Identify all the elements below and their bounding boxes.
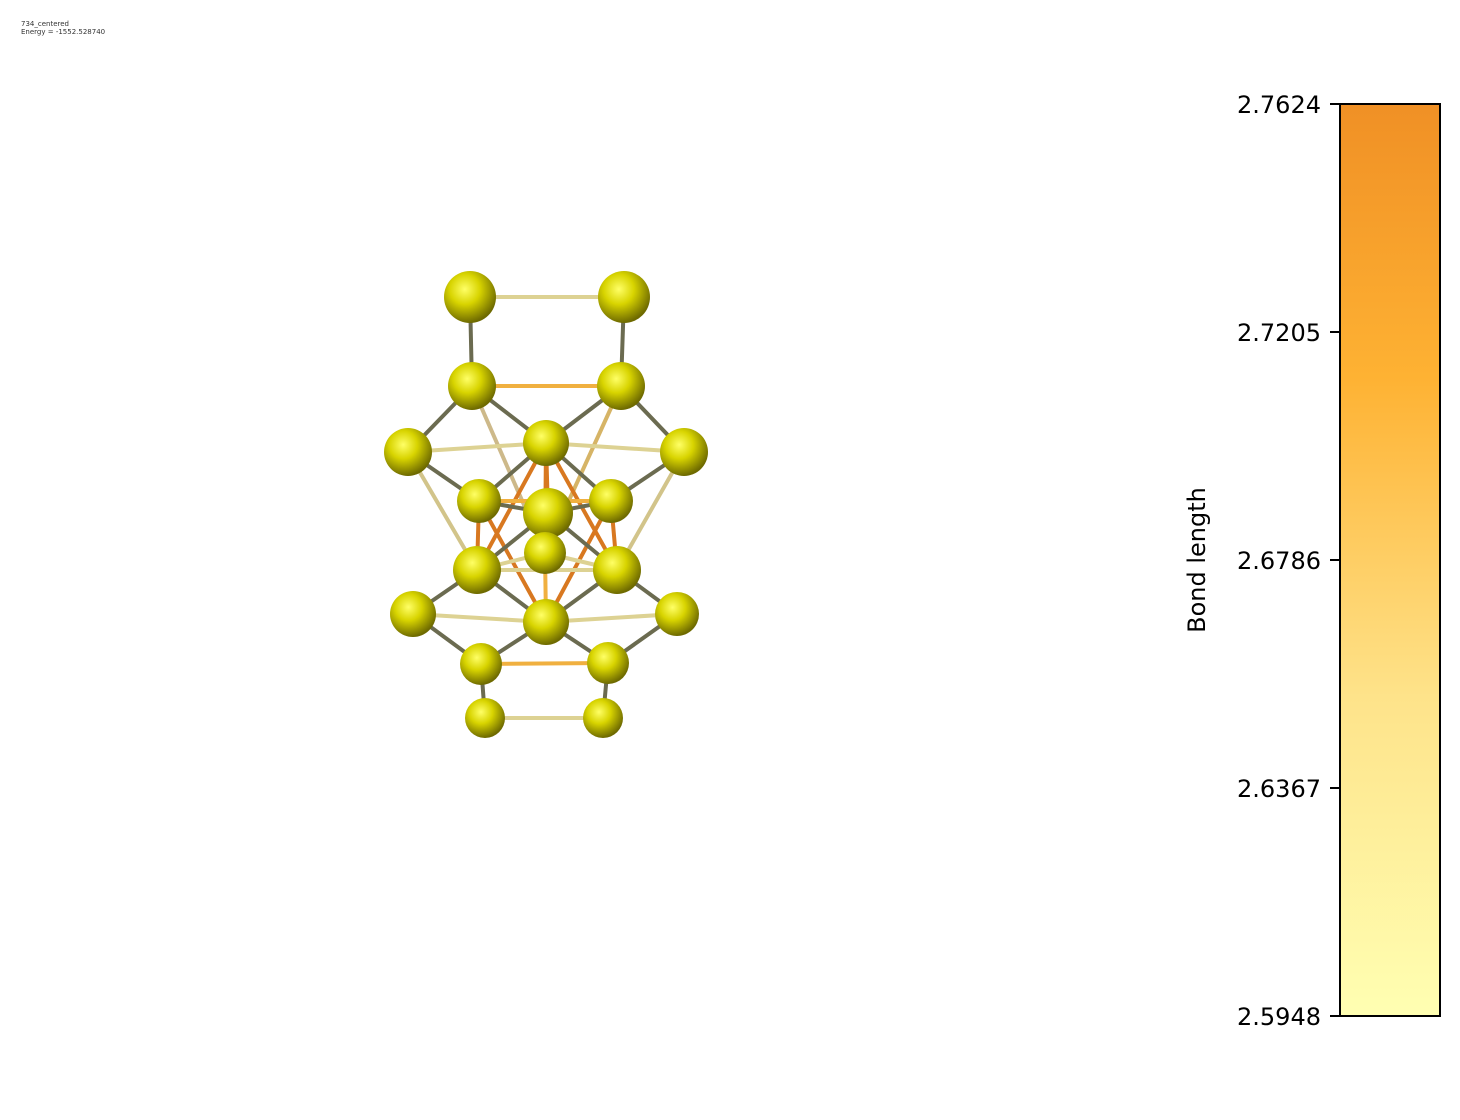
- atom: [465, 698, 505, 738]
- atom: [390, 591, 436, 637]
- atom: [593, 546, 641, 594]
- atom: [589, 479, 633, 523]
- atom: [655, 592, 699, 636]
- colorbar-tick-label: 2.6786: [1237, 547, 1321, 575]
- header: 734_centered Energy = -1552.528740: [21, 20, 105, 36]
- bond: [479, 661, 610, 666]
- atom: [598, 271, 650, 323]
- atom: [444, 271, 496, 323]
- atom: [597, 362, 645, 410]
- colorbar-tick-label: 2.5948: [1237, 1003, 1321, 1031]
- atom: [524, 532, 566, 574]
- atom: [453, 546, 501, 594]
- atom: [523, 488, 573, 538]
- atom: [448, 362, 496, 410]
- atom: [660, 428, 708, 476]
- structure-name: 734_centered: [21, 20, 69, 28]
- colorbar-label: Bond length: [1183, 487, 1211, 633]
- atom: [523, 420, 569, 466]
- atom: [384, 428, 432, 476]
- colorbar-tick-label: 2.7205: [1237, 319, 1321, 347]
- atoms-group: [384, 271, 708, 738]
- atom: [460, 643, 502, 685]
- atom: [583, 698, 623, 738]
- colorbar-tick-label: 2.7624: [1237, 91, 1321, 119]
- colorbar-tick-label: 2.6367: [1237, 775, 1321, 803]
- atom: [523, 599, 569, 645]
- atom: [587, 642, 629, 684]
- atom: [457, 479, 501, 523]
- colorbar-ticks: 2.7624 2.7205 2.6786 2.6367 2.5948: [1237, 91, 1340, 1031]
- energy-readout: Energy = -1552.528740: [21, 28, 106, 36]
- colorbar-gradient: [1339, 103, 1441, 1017]
